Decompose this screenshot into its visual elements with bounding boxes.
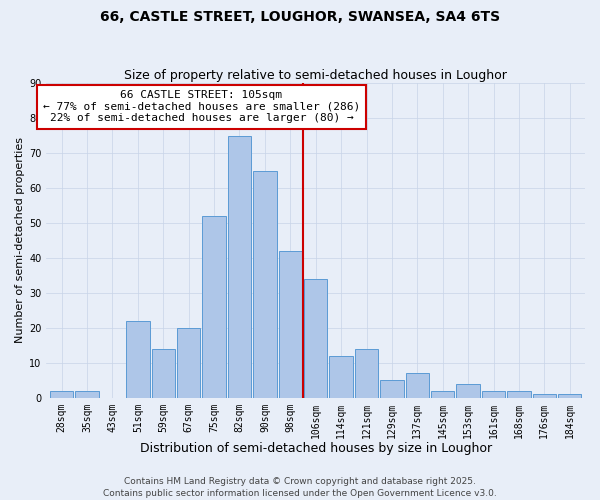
Bar: [76, 390, 99, 398]
Bar: [253, 170, 277, 398]
Bar: [177, 328, 200, 398]
Bar: [50, 390, 73, 398]
Text: 66, CASTLE STREET, LOUGHOR, SWANSEA, SA4 6TS: 66, CASTLE STREET, LOUGHOR, SWANSEA, SA4…: [100, 10, 500, 24]
Bar: [507, 390, 530, 398]
Bar: [431, 390, 454, 398]
Bar: [406, 374, 429, 398]
Bar: [558, 394, 581, 398]
Bar: [380, 380, 404, 398]
Text: 66 CASTLE STREET: 105sqm
← 77% of semi-detached houses are smaller (286)
22% of : 66 CASTLE STREET: 105sqm ← 77% of semi-d…: [43, 90, 360, 124]
Bar: [278, 251, 302, 398]
Y-axis label: Number of semi-detached properties: Number of semi-detached properties: [15, 138, 25, 344]
Bar: [457, 384, 480, 398]
Bar: [126, 321, 149, 398]
Bar: [533, 394, 556, 398]
Bar: [202, 216, 226, 398]
Bar: [329, 356, 353, 398]
Text: Contains HM Land Registry data © Crown copyright and database right 2025.
Contai: Contains HM Land Registry data © Crown c…: [103, 476, 497, 498]
Title: Size of property relative to semi-detached houses in Loughor: Size of property relative to semi-detach…: [124, 69, 507, 82]
Bar: [482, 390, 505, 398]
Bar: [152, 349, 175, 398]
Bar: [355, 349, 378, 398]
X-axis label: Distribution of semi-detached houses by size in Loughor: Distribution of semi-detached houses by …: [140, 442, 492, 455]
Bar: [304, 279, 328, 398]
Bar: [228, 136, 251, 398]
